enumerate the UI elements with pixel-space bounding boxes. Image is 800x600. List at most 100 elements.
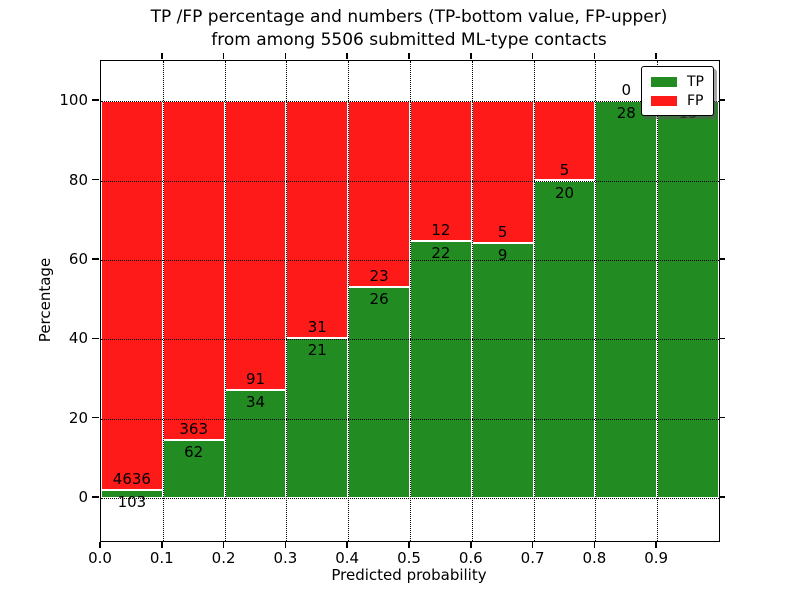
bar-segment-fp bbox=[348, 101, 410, 288]
x-tick bbox=[99, 541, 101, 548]
bar-count-label-tp: 9 bbox=[497, 245, 508, 264]
bar-segment-fp bbox=[286, 101, 349, 338]
gridline-horizontal bbox=[101, 339, 719, 341]
bar-count-label-tp: 62 bbox=[184, 443, 204, 462]
x-tick-top bbox=[408, 52, 410, 59]
bar-segment-tp bbox=[471, 242, 534, 499]
y-tick bbox=[91, 416, 99, 419]
y-tick-label: 40 bbox=[68, 329, 88, 348]
bar-count-label-tp: 20 bbox=[554, 183, 575, 202]
x-tick-label: 0.7 bbox=[520, 549, 545, 567]
gridline-vertical bbox=[410, 61, 411, 541]
x-tick bbox=[470, 541, 472, 548]
bar-segment-tp bbox=[657, 101, 719, 499]
chart-title-line2: from among 5506 submitted ML-type contac… bbox=[211, 30, 607, 50]
bar-count-label-fp: 31 bbox=[307, 317, 327, 336]
bar-segment-tp bbox=[533, 180, 596, 499]
bar-count-label-fp: 23 bbox=[369, 267, 389, 286]
bar-segment-fp bbox=[224, 101, 287, 391]
y-axis-label: Percentage bbox=[36, 257, 54, 343]
x-tick-label: 0.8 bbox=[582, 549, 607, 567]
legend-item-label: FP bbox=[687, 92, 704, 109]
x-tick bbox=[655, 541, 657, 548]
y-tick bbox=[91, 178, 99, 181]
x-tick-top bbox=[284, 52, 287, 59]
y-tick bbox=[91, 337, 99, 340]
bar-segment-fp bbox=[162, 101, 225, 441]
tp-color-swatch bbox=[651, 76, 677, 87]
y-tick-label: 0 bbox=[78, 488, 88, 507]
x-tick-label: 0.6 bbox=[458, 549, 483, 567]
bar-segment-fp bbox=[471, 101, 534, 243]
bar-segment-fp bbox=[101, 101, 163, 490]
legend-item-label: TP bbox=[687, 73, 704, 90]
y-tick-label: 100 bbox=[59, 91, 88, 110]
y-tick bbox=[91, 496, 99, 498]
gridline-vertical bbox=[533, 61, 535, 541]
bar-count-label-fp: 5 bbox=[559, 160, 570, 179]
x-tick-top bbox=[531, 52, 534, 59]
x-tick bbox=[531, 541, 534, 548]
y-tick-right bbox=[719, 416, 725, 419]
y-tick-right bbox=[719, 337, 725, 340]
x-tick-top bbox=[470, 52, 472, 59]
bar-count-label-fp: 4636 bbox=[112, 469, 151, 488]
x-tick-label: 0.3 bbox=[273, 549, 298, 567]
x-tick-top bbox=[346, 52, 348, 59]
y-tick bbox=[91, 258, 99, 260]
x-tick bbox=[222, 541, 225, 548]
x-tick bbox=[408, 541, 410, 548]
y-tick-right bbox=[719, 496, 725, 498]
chart-title-line1: TP /FP percentage and numbers (TP-bottom… bbox=[150, 7, 668, 27]
bar-segment-tp bbox=[595, 101, 658, 499]
y-tick bbox=[91, 99, 99, 101]
x-tick bbox=[593, 541, 596, 548]
gridline-horizontal bbox=[101, 259, 719, 261]
bar-count-label-tp: 28 bbox=[616, 104, 636, 123]
y-tick-right bbox=[719, 99, 725, 101]
y-tick-label: 20 bbox=[68, 408, 88, 427]
x-tick-top bbox=[593, 52, 596, 59]
x-tick-label: 0.0 bbox=[88, 549, 112, 567]
legend-item: FP bbox=[651, 91, 704, 110]
y-tick-right bbox=[719, 178, 725, 181]
y-tick-label: 60 bbox=[68, 249, 88, 268]
bar-count-label-fp: 363 bbox=[179, 420, 209, 439]
gridline-horizontal bbox=[101, 498, 719, 500]
gridline-vertical bbox=[595, 61, 597, 541]
bar-count-label-fp: 12 bbox=[431, 221, 451, 240]
bar-count-label-fp: 91 bbox=[245, 370, 266, 389]
x-tick bbox=[161, 541, 163, 548]
x-tick bbox=[346, 541, 348, 548]
x-tick-label: 0.2 bbox=[211, 549, 236, 567]
bar-segment-tp bbox=[101, 489, 163, 499]
x-tick-label: 0.4 bbox=[335, 549, 360, 567]
x-tick-top bbox=[655, 52, 657, 59]
x-axis-label: Predicted probability bbox=[331, 566, 487, 584]
y-tick-label: 80 bbox=[68, 170, 88, 189]
gridline-vertical bbox=[286, 61, 288, 541]
fp-color-swatch bbox=[651, 95, 677, 106]
bar-count-label-tp: 103 bbox=[117, 492, 147, 511]
bar-count-label-fp: 5 bbox=[497, 222, 508, 241]
x-tick-label: 0.1 bbox=[149, 549, 174, 567]
gridline-vertical bbox=[162, 61, 164, 541]
bar-segment-fp bbox=[410, 101, 472, 242]
x-tick-top bbox=[222, 52, 225, 59]
gridline-horizontal bbox=[101, 180, 719, 182]
bar-count-label-tp: 22 bbox=[431, 244, 451, 263]
bar-segment-tp bbox=[286, 337, 349, 499]
bar-count-label-fp: 0 bbox=[621, 81, 632, 100]
x-tick-top bbox=[161, 52, 163, 59]
y-tick-right bbox=[719, 258, 725, 260]
gridline-vertical bbox=[657, 61, 659, 541]
gridline-horizontal bbox=[101, 101, 719, 103]
x-tick-label: 0.9 bbox=[644, 549, 669, 567]
bar-segment-fp bbox=[533, 101, 596, 181]
legend-item: TP bbox=[651, 72, 704, 91]
legend: TP FP bbox=[641, 66, 714, 116]
x-tick-label: 0.5 bbox=[397, 549, 421, 567]
bar-count-label-tp: 21 bbox=[307, 340, 327, 359]
gridline-vertical bbox=[224, 61, 226, 541]
